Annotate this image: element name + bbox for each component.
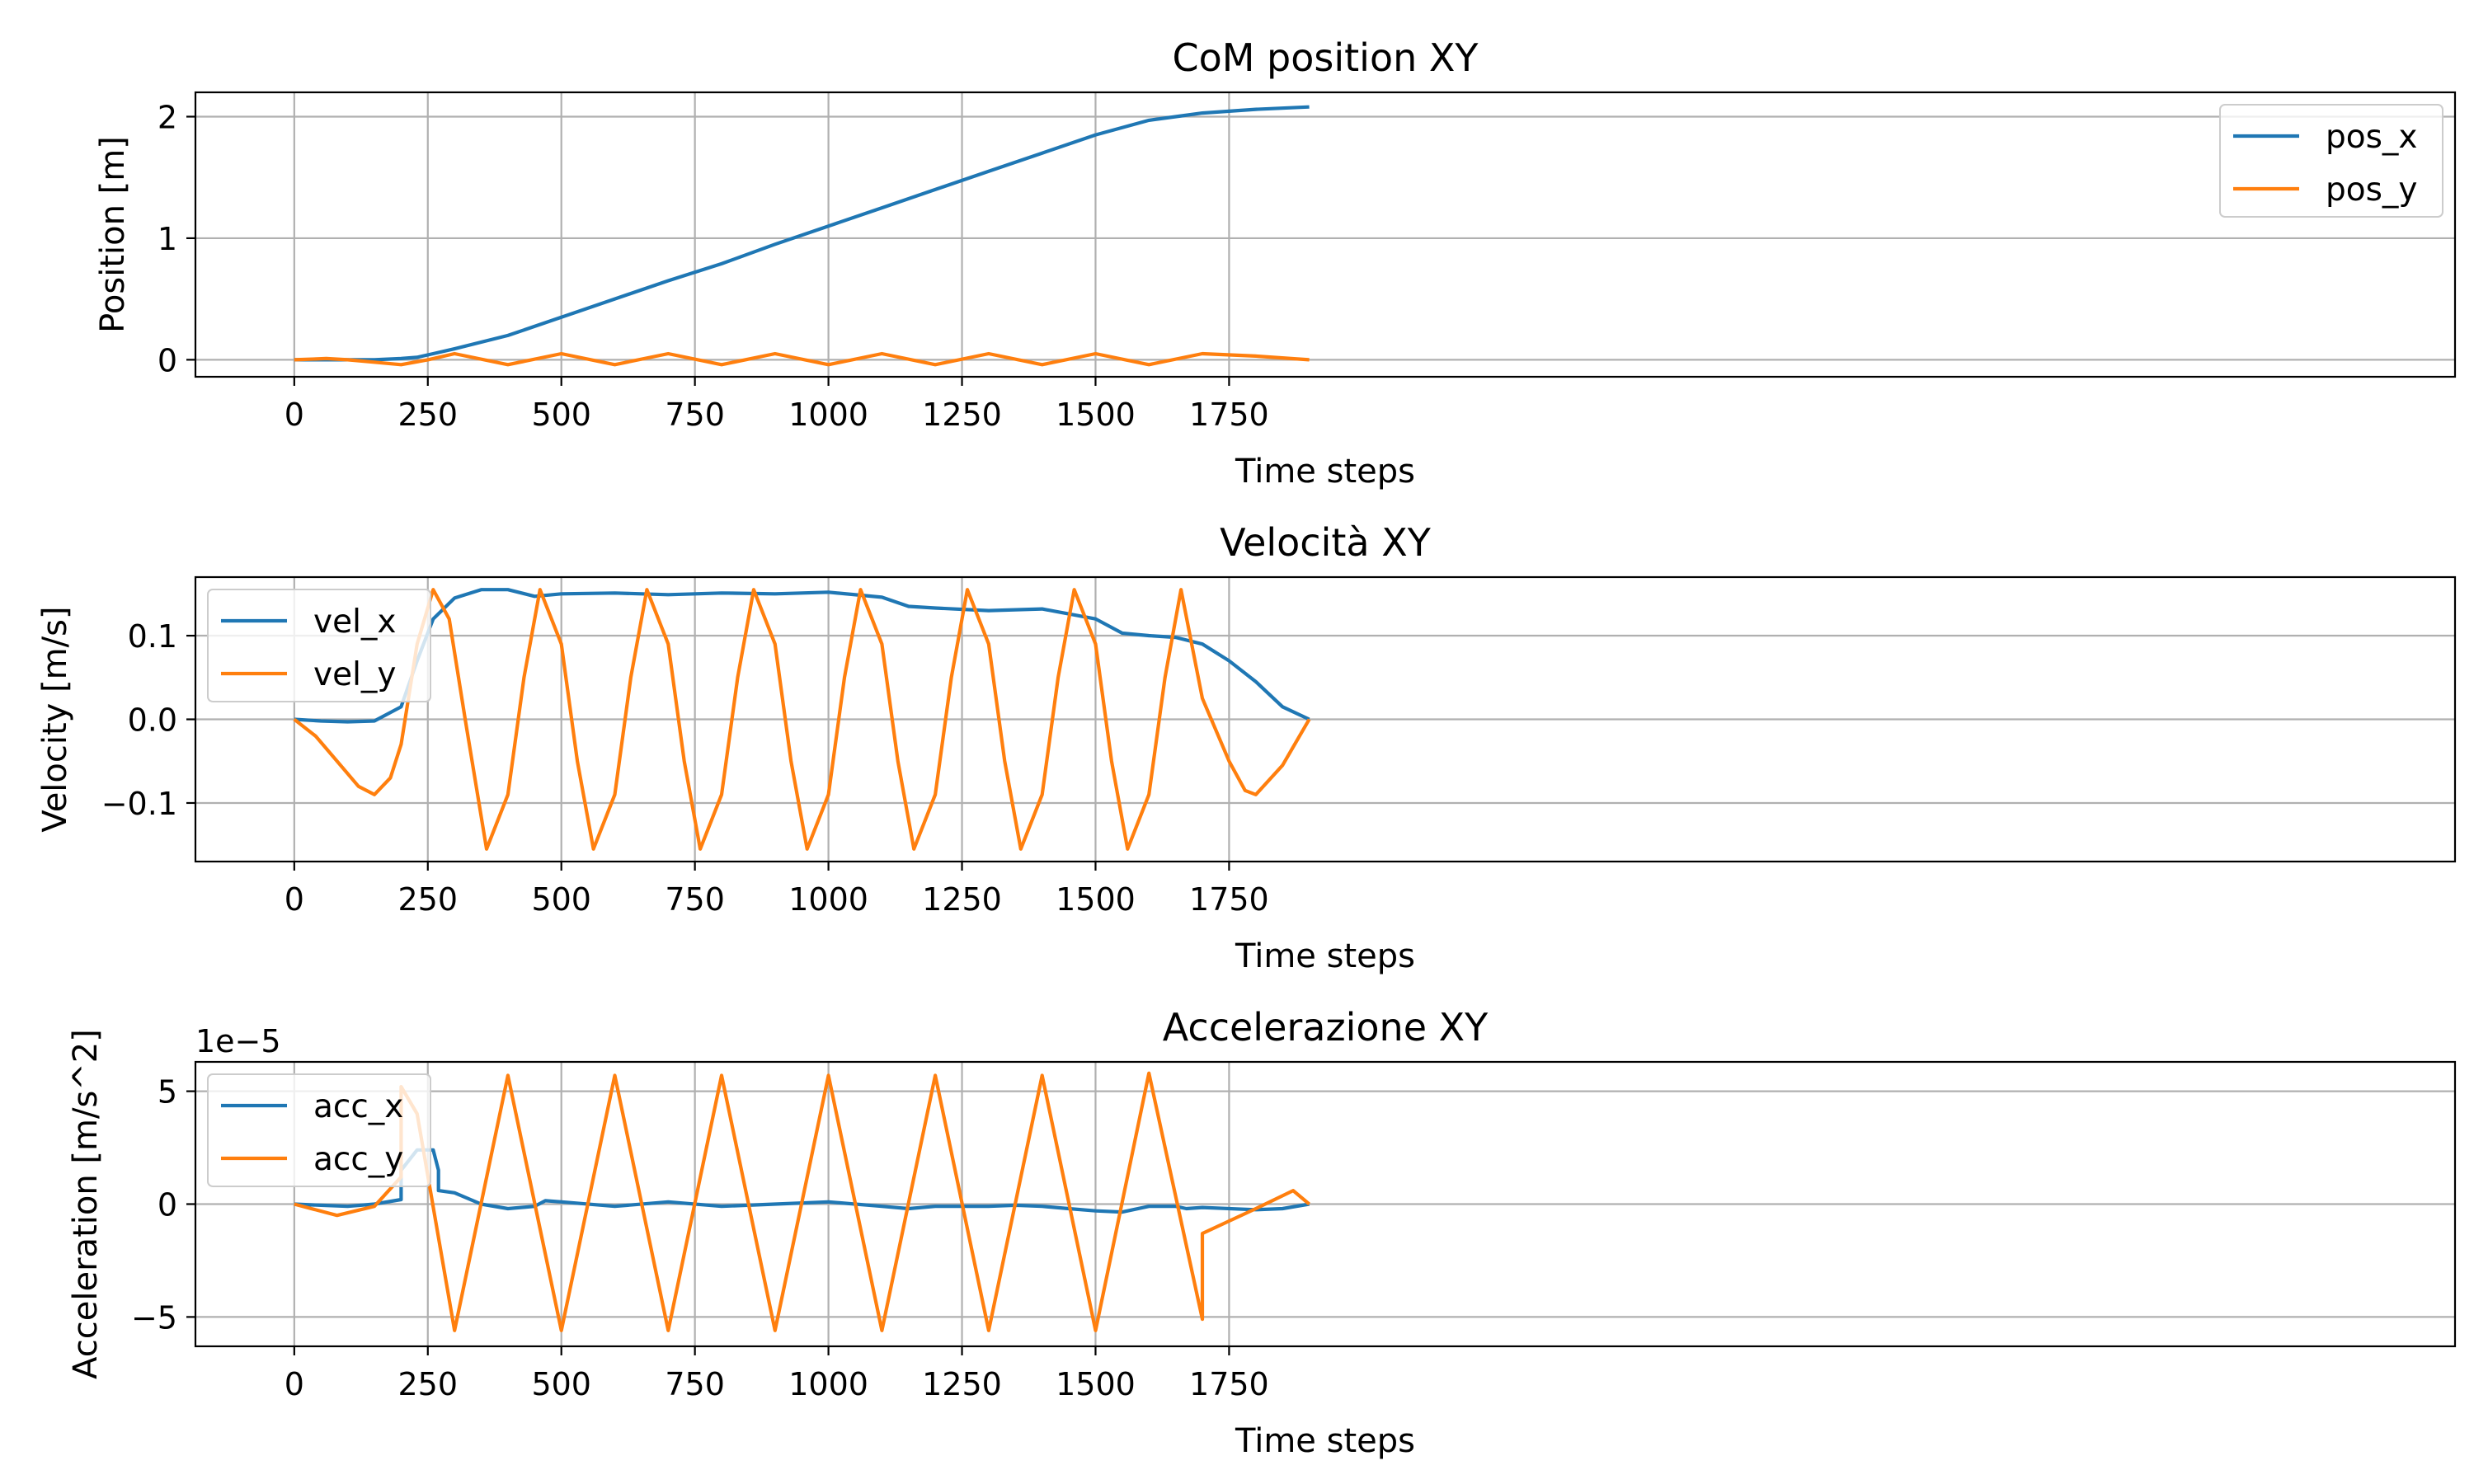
x-tick-label: 250 — [398, 881, 459, 918]
x-tick-label: 500 — [531, 397, 591, 433]
legend-label-vel_y: vel_y — [313, 656, 397, 693]
x-tick-label: 1500 — [1056, 881, 1136, 918]
y-tick-label: 0.0 — [128, 702, 177, 739]
legend: vel_x vel_y — [207, 589, 431, 702]
x-tick-label: 1250 — [922, 1366, 1002, 1402]
y-tick-label: 0 — [158, 1187, 177, 1223]
series-line-vel_y — [293, 588, 1311, 851]
series-line-pos_x — [294, 105, 1310, 362]
x-tick-label: 750 — [665, 881, 725, 918]
x-tick-label: 750 — [665, 1366, 725, 1402]
x-tick-label: 1750 — [1189, 1366, 1269, 1402]
x-tick-label: 500 — [531, 1366, 591, 1402]
legend-label-pos_x: pos_x — [2326, 119, 2418, 156]
x-tick-label: 250 — [398, 397, 459, 433]
x-tick-label: 500 — [531, 881, 591, 918]
legend-label-acc_x: acc_x — [313, 1088, 403, 1125]
legend-label-pos_y: pos_y — [2326, 171, 2418, 209]
y-tick-label: 0 — [158, 342, 177, 378]
grid-lines — [195, 92, 2455, 377]
y-tick-label: 2 — [158, 99, 177, 135]
plot-title: Velocità XY — [1220, 520, 1432, 565]
legend-label-acc_y: acc_y — [313, 1141, 403, 1178]
subplot-acceleration: Accelerazione XY Time steps Acceleration… — [67, 1005, 2457, 1460]
x-axis-label: Time steps — [1235, 937, 1415, 975]
y-tick-label: −0.1 — [101, 786, 177, 822]
x-tick-label: 1500 — [1056, 397, 1136, 433]
plot-title: Accelerazione XY — [1163, 1005, 1489, 1050]
x-tick-label: 0 — [285, 397, 304, 433]
x-tick-label: 0 — [285, 881, 304, 918]
x-tick-label: 750 — [665, 397, 725, 433]
y-axis-label: Position [m] — [94, 136, 132, 333]
x-tick-label: 1750 — [1189, 881, 1269, 918]
x-axis-label: Time steps — [1235, 453, 1415, 491]
x-tick-label: 1000 — [788, 881, 868, 918]
x-tick-label: 0 — [285, 1366, 304, 1402]
axes-frame — [194, 91, 2457, 378]
y-axis-label: Acceleration [m/s^2] — [67, 1029, 105, 1379]
subplot-velocity: Velocità XY Time steps Velocity [m/s] 0 2… — [36, 520, 2457, 975]
y-tick-label: 5 — [158, 1074, 177, 1111]
legend: acc_x acc_y — [207, 1073, 431, 1187]
legend: pos_x pos_y — [2219, 104, 2443, 218]
series-line-pos_y — [294, 351, 1310, 367]
subplot-position: CoM position XY Time steps Position [m] … — [94, 35, 2457, 491]
y-tick-label: 0.1 — [128, 618, 177, 655]
x-tick-label: 1750 — [1189, 397, 1269, 433]
x-tick-label: 1250 — [922, 397, 1002, 433]
x-axis-label: Time steps — [1235, 1422, 1415, 1460]
legend-label-vel_x: vel_x — [313, 603, 397, 641]
x-tick-label: 1000 — [788, 1366, 868, 1402]
x-tick-label: 1500 — [1056, 1366, 1136, 1402]
x-tick-label: 1250 — [922, 881, 1002, 918]
y-offset-label: 1e−5 — [195, 1023, 281, 1059]
y-tick-label: 1 — [158, 221, 177, 257]
y-tick-label: −5 — [131, 1299, 177, 1336]
series-lines — [294, 105, 1310, 367]
y-axis-label: Velocity [m/s] — [36, 606, 74, 832]
x-tick-label: 1000 — [788, 397, 868, 433]
plot-title: CoM position XY — [1172, 35, 1479, 80]
x-tick-label: 250 — [398, 1366, 459, 1402]
